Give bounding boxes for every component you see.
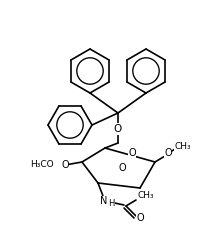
Text: O: O [136,213,144,223]
Text: N: N [100,196,108,206]
Text: O: O [164,148,172,158]
Text: O: O [128,148,136,158]
Text: CH₃: CH₃ [175,142,191,150]
Text: O: O [118,163,126,173]
Text: H: H [108,198,114,208]
Text: O: O [61,160,69,170]
Text: CH₃: CH₃ [138,191,154,199]
Text: O: O [114,124,122,134]
Text: H₃CO: H₃CO [30,159,54,169]
